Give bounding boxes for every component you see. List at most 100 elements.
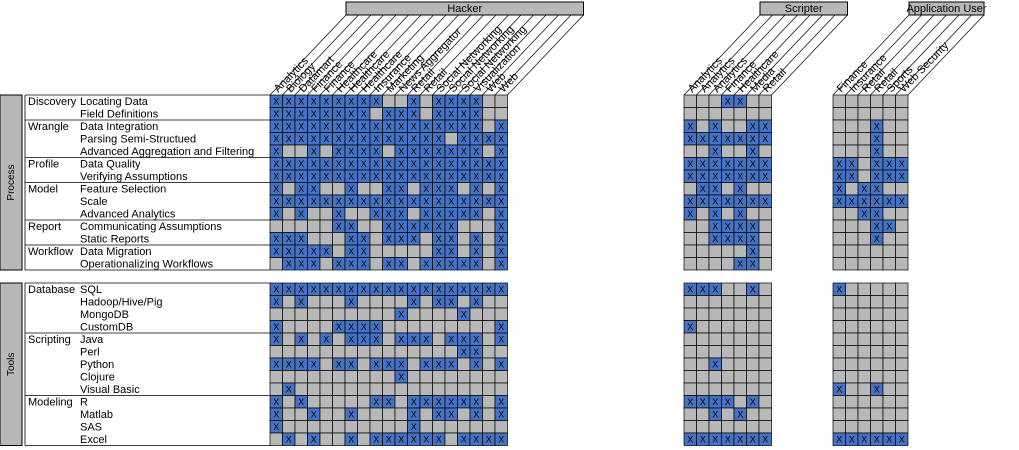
cell-marker: X [473,347,479,357]
cell-marker: X [750,147,756,157]
cell-empty [494,382,508,396]
cell-marker: X [461,122,467,132]
cell-marker: X [498,197,504,207]
cell-marked [895,432,909,446]
cell-empty [857,395,871,409]
row-label: Static Reports [80,234,150,246]
section-label: Discovery [28,96,77,108]
cell-marker: X [423,285,429,295]
cell-empty [857,119,871,133]
cell-marker: X [298,335,304,345]
section-label: Workflow [28,246,73,258]
cell-empty [895,107,909,121]
cell-empty [394,395,408,409]
cell-marker: X [836,159,842,169]
cell-marker: X [373,285,379,295]
cell-marker: X [687,122,693,132]
cell-marker: X [473,297,479,307]
cell-marker: X [712,397,718,407]
cell-empty [882,94,896,108]
cell-empty [721,295,735,309]
cell-empty [696,357,710,371]
cell-marker: X [436,234,442,244]
cell-empty [870,307,884,321]
cell-marker: X [348,247,354,257]
cell-empty [832,207,846,221]
cell-marker: X [348,410,354,420]
cell-marker: X [336,172,342,182]
cell-marker: X [311,259,317,269]
cell-empty [307,207,321,221]
cell-empty [882,395,896,409]
cell-empty [845,345,859,359]
cell-empty [319,232,333,246]
row-label: Operationalizing Workflows [80,259,214,271]
cell-empty [482,219,496,233]
cell-marker: X [849,172,855,182]
cell-empty [708,295,722,309]
cell-empty [733,107,747,121]
cell-empty [444,307,458,321]
cell-empty [895,182,909,196]
column-divider [407,14,484,96]
cell-marker: X [298,397,304,407]
cell-marker: X [411,97,417,107]
cell-empty [419,295,433,309]
cell-marker: X [398,435,404,445]
cell-marker: X [398,222,404,232]
cell-marker: X [398,122,404,132]
cell-empty [319,382,333,396]
cell-empty [382,420,396,434]
cell-marker: X [750,259,756,269]
cell-marker: X [725,234,731,244]
cell-empty [708,332,722,346]
cell-marker: X [498,159,504,169]
cell-marker: X [398,184,404,194]
cell-marker: X [473,259,479,269]
cell-empty [857,320,871,334]
cell-marker: X [286,122,292,132]
cell-marker: X [336,285,342,295]
cell-empty [721,420,735,434]
cell-marker: X [448,159,454,169]
cell-empty [344,382,358,396]
cell-marker: X [398,134,404,144]
cell-empty [683,232,697,246]
cell-empty [683,370,697,384]
cell-marker: X [386,197,392,207]
cell-marker: X [886,159,892,169]
cell-empty [733,382,747,396]
cell-marker: X [461,109,467,119]
cell-marker: X [298,159,304,169]
cell-empty [870,407,884,421]
cell-marker: X [461,147,467,157]
cell-empty [319,320,333,334]
cell-marker: X [712,234,718,244]
cell-empty [696,382,710,396]
column-divider [758,14,836,96]
cell-empty [419,320,433,334]
cell-marker: X [386,360,392,370]
cell-marker: X [348,134,354,144]
cell-empty [319,307,333,321]
cell-marker: X [874,122,880,132]
cell-marker: X [348,234,354,244]
cell-empty [344,420,358,434]
cell-marker: X [286,197,292,207]
cell-empty [369,219,383,233]
cell-empty [683,219,697,233]
cell-marker: X [712,435,718,445]
cell-marker: X [461,159,467,169]
cell-empty [469,320,483,334]
cell-marker: X [762,172,768,182]
cell-empty [708,257,722,271]
cell-marker: X [373,147,379,157]
cell-marker: X [423,147,429,157]
cell-marker: X [750,197,756,207]
cell-marker: X [398,209,404,219]
row-label: R [80,397,88,409]
cell-empty [344,345,358,359]
cell-empty [832,219,846,233]
cell-marker: X [336,322,342,332]
section-label: Modeling [28,397,73,409]
